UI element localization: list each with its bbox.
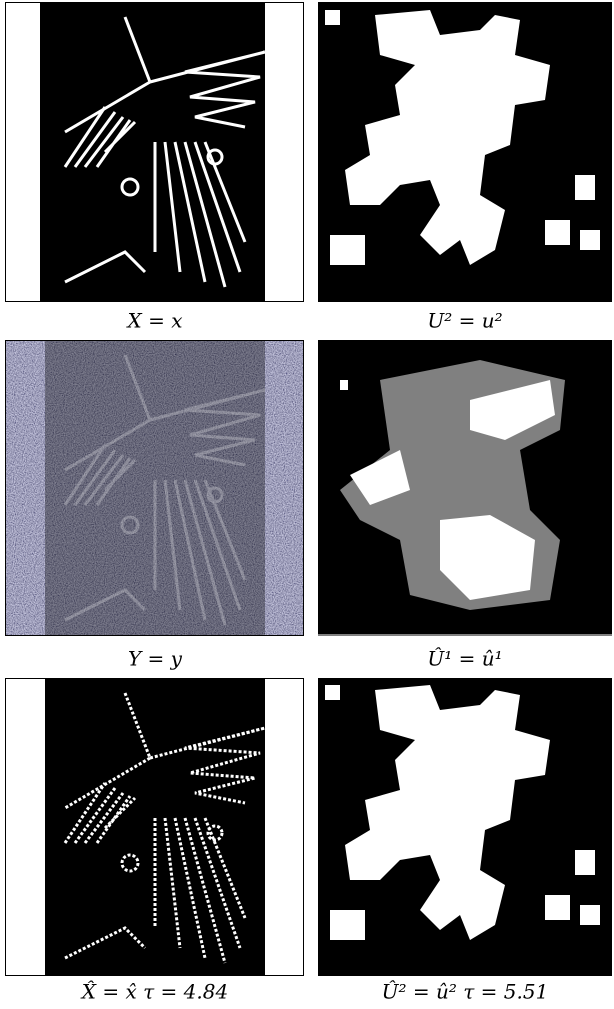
panel-u1-hat xyxy=(318,340,612,636)
caption: U² = u² xyxy=(427,309,502,333)
caption: X̂ = x̂ τ = 4.84 xyxy=(80,980,228,1004)
panel-u2-hat xyxy=(319,679,612,976)
panel-u2 xyxy=(319,3,612,302)
panel-x-hat xyxy=(6,679,304,976)
caption: Y = y xyxy=(128,647,183,671)
figure: X = x U² = u² Y = y Û¹ = û¹ X̂ = x̂ τ = … xyxy=(0,0,614,1009)
page: {"figure": {"captions": ["X = x", "U² = … xyxy=(0,0,614,1009)
caption: Û² = û² τ = 5.51 xyxy=(382,979,549,1004)
caption: X = x xyxy=(126,309,183,333)
caption: Û¹ = û¹ xyxy=(427,646,502,671)
panel-x xyxy=(6,3,304,302)
panel-y xyxy=(5,340,304,636)
